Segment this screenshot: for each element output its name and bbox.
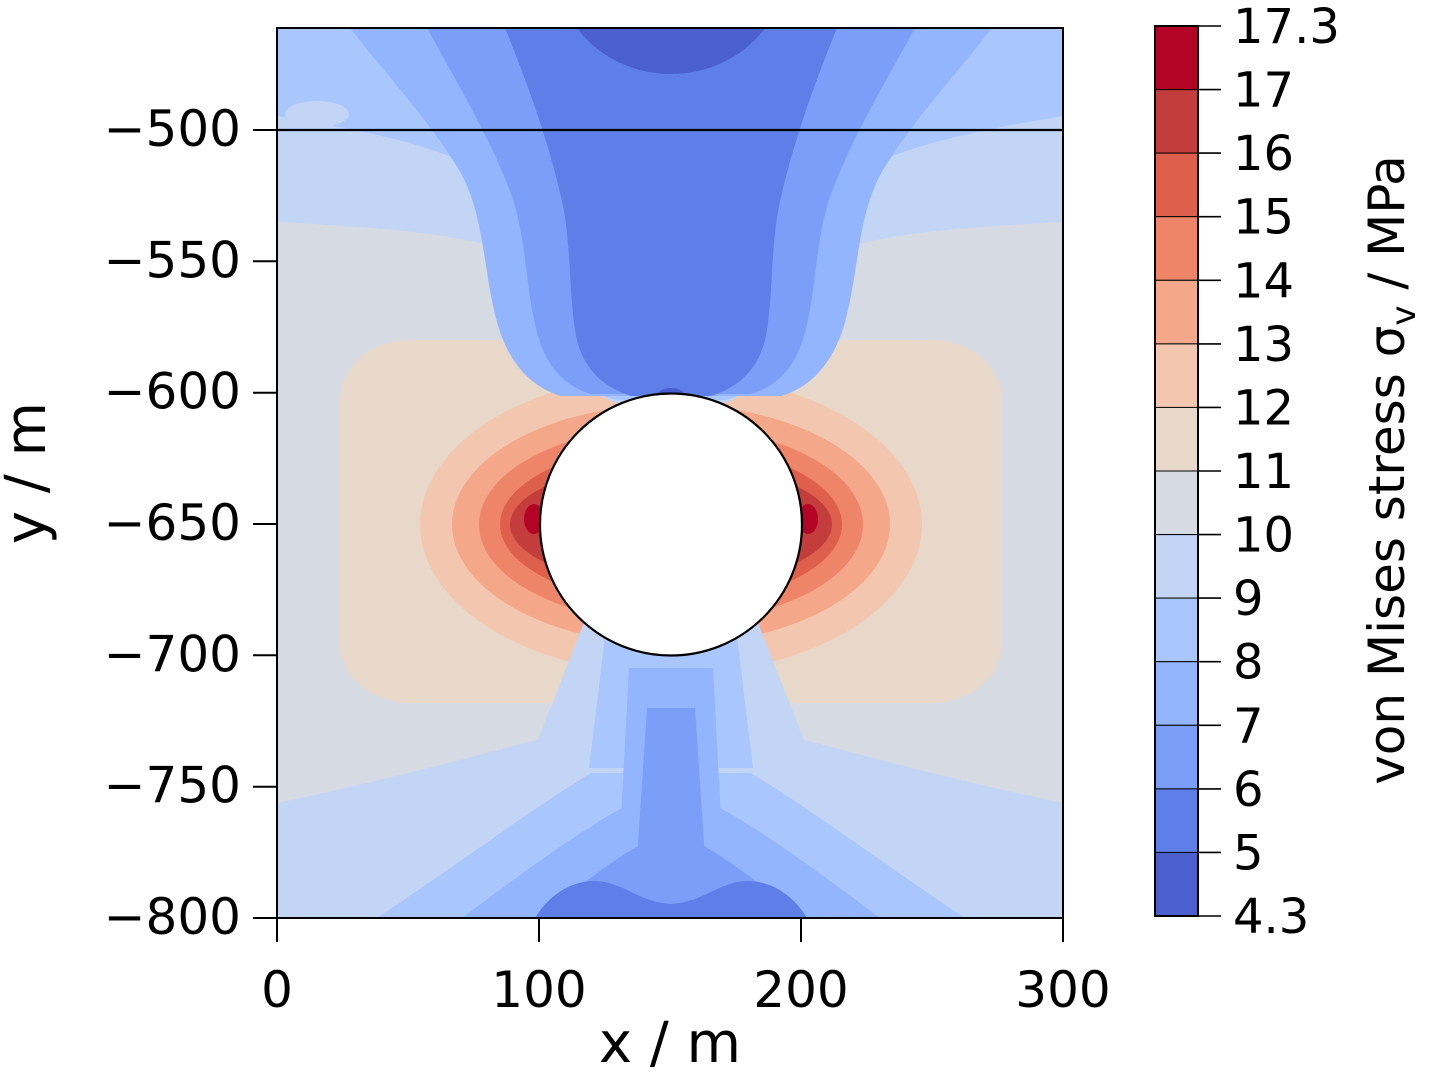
y-axis-tick-labels: −500 −550 −600 −650 −700 −750 −800 — [104, 100, 241, 946]
y-tick-label: −550 — [104, 231, 241, 289]
colorbar-ticks — [1198, 25, 1221, 917]
x-axis-label: x / m — [599, 1011, 741, 1076]
colorbar-tick-label: 16 — [1233, 126, 1294, 182]
colorbar-tick-label: 4.3 — [1233, 889, 1309, 945]
colorbar-tick-labels: 17.3 17 16 15 14 13 12 11 10 9 8 7 6 5 4… — [1233, 0, 1340, 945]
contour-field — [277, 28, 1063, 918]
colorbar-tick-label: 7 — [1233, 698, 1264, 754]
colorbar-label-post: / MPa — [1358, 155, 1416, 305]
colorbar-band-12-13 — [1154, 343, 1199, 408]
colorbar-tick-label: 14 — [1233, 253, 1294, 309]
colorbar-band-5-6 — [1154, 788, 1199, 854]
colorbar-tick-label: 11 — [1233, 444, 1294, 500]
x-axis-ticks — [276, 918, 1064, 942]
x-tick-label: 100 — [491, 961, 586, 1019]
colorbar-tick-label: 15 — [1233, 190, 1294, 246]
plot-frame — [276, 27, 1064, 919]
y-tick-label: −600 — [104, 363, 241, 421]
y-tick-label: −750 — [104, 757, 241, 815]
colorbar-label: von Mises stress σv / MPa — [1358, 155, 1424, 785]
x-tick-label: 0 — [261, 961, 293, 1019]
colorbar-label-subscript: v — [1384, 306, 1424, 326]
colorbar-tick-label: 5 — [1233, 825, 1264, 881]
colorbar-band-17-17.3 — [1154, 25, 1199, 91]
colorbar-label-pre: von Mises stress σ — [1358, 326, 1416, 785]
colorbar-tick-label: 6 — [1233, 762, 1264, 818]
colorbar: 17.3 17 16 15 14 13 12 11 10 9 8 7 6 5 4… — [1154, 0, 1424, 945]
colorbar-band-16-17 — [1154, 89, 1199, 154]
cavity-circle — [538, 392, 804, 657]
colorbar-band-13-14 — [1154, 279, 1199, 345]
contour-dome-4.3-5 — [577, 28, 765, 74]
x-tick-label: 200 — [753, 961, 848, 1019]
colorbar-band-11-12 — [1154, 406, 1199, 472]
x-axis-tick-labels: 0 100 200 300 — [261, 961, 1111, 1019]
colorbar-tick-label: 10 — [1233, 508, 1294, 564]
contour-funnel-5-6 — [505, 28, 837, 396]
colorbar-band-8-9 — [1154, 597, 1199, 663]
colorbar-band-9-10 — [1154, 534, 1199, 599]
colorbar-tick-label: 13 — [1233, 317, 1294, 373]
colorbar-band-4.3-5 — [1154, 851, 1199, 917]
y-tick-label: −800 — [104, 888, 241, 946]
colorbar-tick-label: 17.3 — [1233, 0, 1340, 55]
colorbar-band-7-8 — [1154, 661, 1199, 726]
colorbar-tick-label: 9 — [1233, 571, 1264, 627]
colorbar-band-14-15 — [1154, 216, 1199, 281]
colorbar-tick-label: 12 — [1233, 380, 1294, 436]
colorbar-band-10-11 — [1154, 470, 1199, 536]
contour-stem-6-7 — [637, 708, 705, 858]
x-tick-label: 300 — [1015, 961, 1110, 1019]
contour-bumps-5-6 — [535, 881, 807, 918]
y-tick-label: −700 — [104, 625, 241, 683]
y-tick-label: −500 — [104, 100, 241, 158]
y-axis-label: y / m — [0, 402, 59, 544]
colorbar-bands — [1154, 25, 1199, 917]
colorbar-tick-label: 8 — [1233, 635, 1264, 691]
colorbar-tick-label: 17 — [1233, 63, 1294, 119]
contour-patch-9-10-left-edge — [285, 101, 349, 127]
colorbar-band-15-16 — [1154, 152, 1199, 218]
y-axis-ticks — [253, 129, 277, 919]
y-tick-label: −650 — [104, 494, 241, 552]
colorbar-band-6-7 — [1154, 724, 1199, 790]
